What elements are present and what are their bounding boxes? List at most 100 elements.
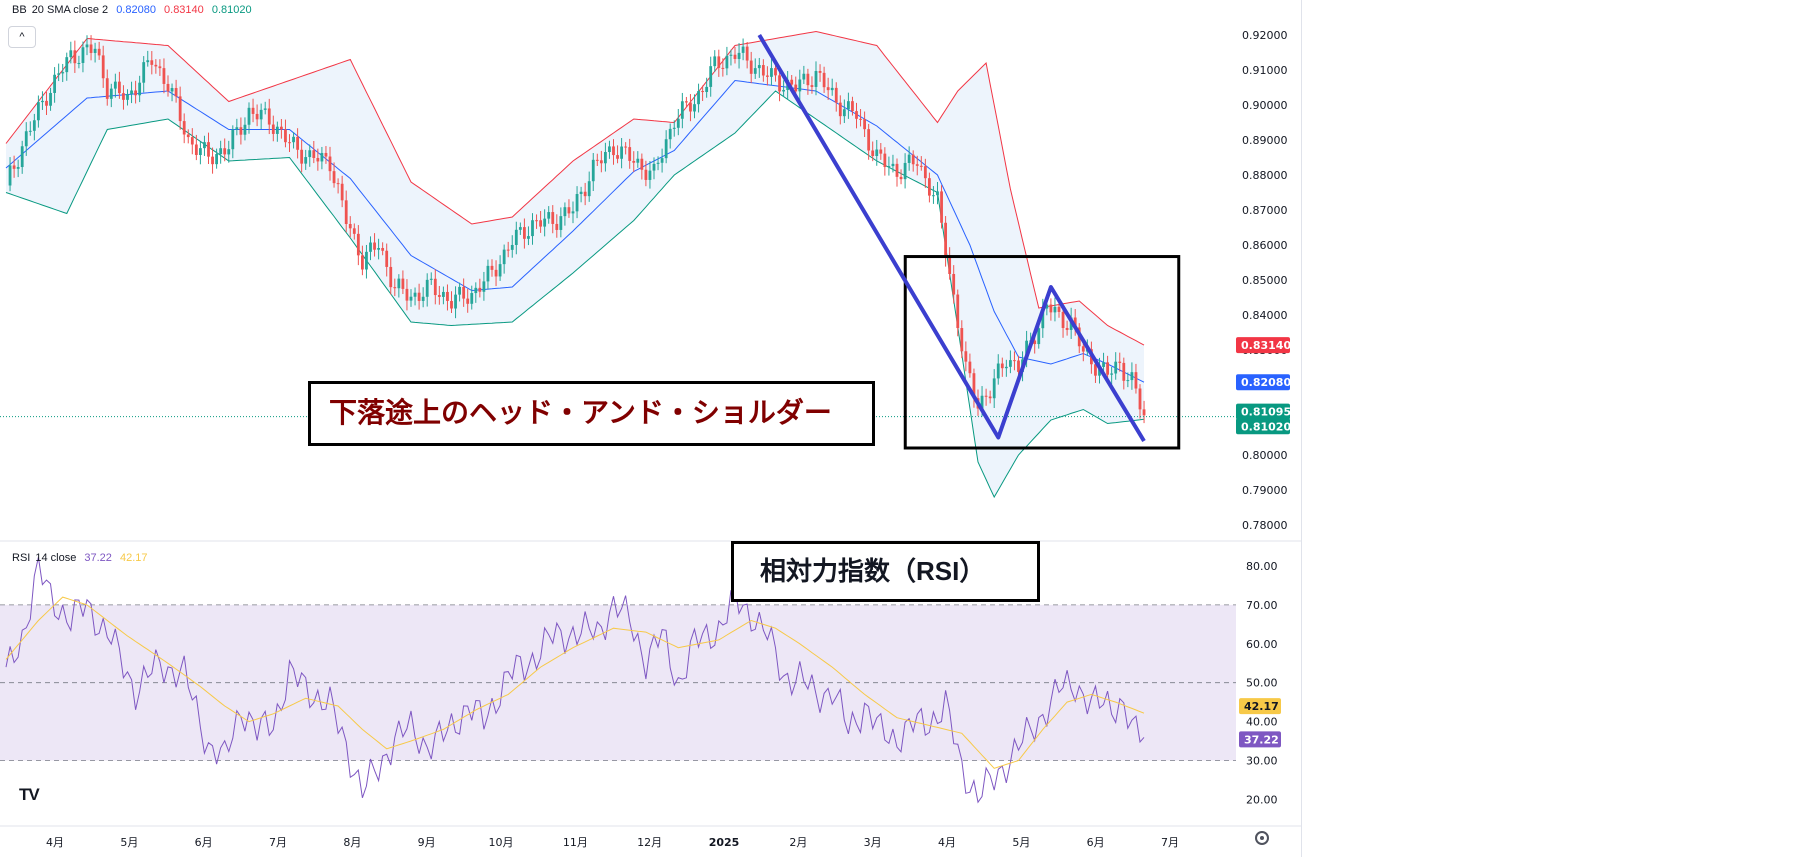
candle-body [547,212,551,219]
candle-body [701,91,704,93]
head-and-shoulders-line [757,33,1146,443]
time-tick-label: 12月 [637,836,662,849]
candle-body [713,56,717,67]
candle-body [518,227,522,230]
candle-body [401,278,405,289]
candle-body [818,71,822,73]
bb-basis-value: 0.82080 [116,4,156,16]
candle-body [182,121,186,135]
candle-body [397,278,401,289]
candle-body [932,195,935,197]
candle-body [284,129,287,143]
candle-body [774,68,777,76]
candle-body [672,127,676,129]
chart-frame[interactable]: 0.92000 0.91000 0.90000 0.89000 0.88000 0.870… [0,0,1302,857]
candle-body [308,150,312,158]
candle-body [616,155,619,159]
price-tick-label: 0.79000 [1242,484,1288,497]
candle-body [510,244,514,250]
candle-body [20,146,24,168]
candle-body [531,220,534,237]
candle-body [766,75,769,77]
candle-body [1102,362,1105,367]
candle-body [903,162,907,180]
candle-body [389,266,393,288]
price-tick-label: 0.91000 [1242,64,1288,77]
time-tick-label: 2月 [789,836,807,849]
candle-body [486,265,490,282]
candle-body [851,101,854,112]
candle-body [826,87,830,91]
candle-body [689,102,692,112]
candle-body [24,131,28,147]
candle-body [130,90,133,95]
time-tick-label: 3月 [864,836,882,849]
price-tag-bg [1236,418,1290,435]
candle-body [640,158,644,170]
candle-body [676,118,680,128]
candle-body [664,139,668,159]
candle-body [948,256,952,274]
candle-body [61,72,65,74]
candle-body [170,88,174,92]
candle-body [466,298,470,304]
candle-body [891,163,895,167]
candle-body [421,296,425,301]
candle-body [1110,373,1114,375]
candle-body [267,108,271,125]
candle-body [454,294,457,309]
candle-body [385,250,389,267]
candle-body [620,146,623,159]
candle-body [980,395,984,409]
bb-legend[interactable]: BB 20 SMA close 2 0.82080 0.83140 0.81020 [12,4,257,16]
time-tick-label: 5月 [120,836,138,849]
rsi-tick-label: 70.00 [1246,599,1278,612]
candle-body [194,144,198,155]
price-tick-label: 0.80000 [1242,449,1288,462]
candle-body [243,124,247,135]
candle-body [583,191,587,197]
candle-body [113,81,117,89]
candle-body [907,154,911,163]
candle-body [717,56,721,68]
candle-body [186,134,190,138]
bb-basis-line [5,79,1145,383]
candle-body [442,291,445,297]
candle-body [174,88,178,97]
candle-body [604,152,607,164]
candle-body [1017,360,1020,372]
price-tag-lower: 0.81020 [1241,420,1291,433]
chart-canvas[interactable]: 0.92000 0.91000 0.90000 0.89000 0.88000 0.870… [0,0,1302,857]
bb-lower-line [5,90,1145,499]
rsi-params: 14 close [35,552,77,564]
candle-body [632,160,636,163]
candle-body [814,71,818,87]
time-tick-label: 8月 [343,836,361,849]
candle-body [77,62,81,64]
candle-body [571,211,575,214]
candle-body [729,54,733,56]
rsi-ma-line [5,596,1145,769]
candle-body [215,154,218,165]
candle-body [996,363,1000,379]
settings-icon[interactable] [1255,831,1269,845]
candle-body [1045,304,1049,309]
candle-body [928,178,931,196]
price-tag-last: 0.81095 [1241,406,1291,419]
tradingview-logo-icon[interactable]: TV [19,785,40,804]
candle-body [109,88,113,99]
candle-body [312,150,316,158]
candle-body [523,227,526,239]
collapse-legend-button[interactable]: ^ [8,26,36,48]
candle-body [207,142,210,157]
candle-body [757,65,761,69]
candle-body [778,75,781,92]
candle-body [369,242,372,252]
candle-body [235,127,239,130]
candle-body [1037,328,1041,345]
candle-body [37,102,40,121]
rsi-tag-rsi_ma: 42.17 [1244,700,1279,713]
rsi-legend[interactable]: RSI 14 close 37.22 42.17 [12,552,153,564]
time-tick-label: 10月 [489,836,514,849]
candle-body [211,156,214,165]
